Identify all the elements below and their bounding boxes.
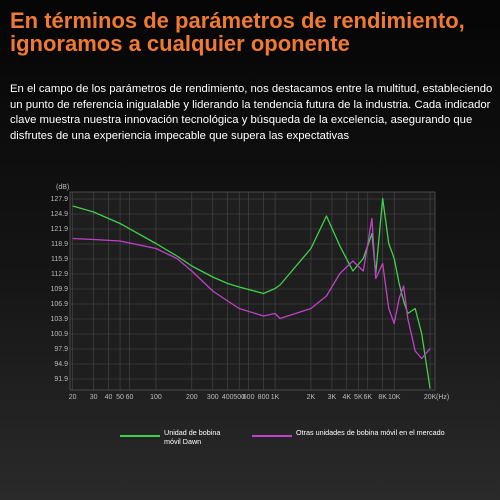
- legend-swatch: [120, 435, 160, 437]
- x-tick-label: 60: [126, 394, 134, 401]
- legend-swatch: [252, 435, 292, 437]
- y-tick-label: 124.9: [50, 211, 68, 218]
- y-tick-label: 103.9: [50, 316, 68, 323]
- y-tick-label: 121.9: [50, 226, 68, 233]
- y-tick-label: 91.9: [54, 376, 68, 383]
- x-tick-label: 200: [186, 394, 198, 401]
- series-line: [72, 217, 431, 360]
- x-tick-label: 300: [207, 394, 219, 401]
- x-tick-label: 6K: [363, 394, 372, 401]
- x-tick-label: 2K: [307, 394, 316, 401]
- x-tick-label: 1K: [271, 394, 280, 401]
- x-tick-label: 400: [222, 394, 234, 401]
- x-tick-label: 40: [105, 394, 113, 401]
- x-tick-label: 100: [150, 394, 162, 401]
- x-tick-label: 20: [69, 394, 77, 401]
- x-axis-label: (Hz): [436, 394, 449, 401]
- legend-label: Otras unidades de bobina móvil en el mer…: [296, 428, 445, 437]
- y-tick-label: 109.9: [50, 286, 68, 293]
- subtitle: En el campo de los parámetros de rendimi…: [10, 83, 493, 142]
- x-tick-label: 8K: [378, 394, 387, 401]
- y-tick-label: 94.9: [54, 361, 68, 368]
- x-tick-label: 600: [243, 394, 255, 401]
- x-tick-label: 800: [258, 394, 270, 401]
- y-tick-label: 100.9: [50, 331, 68, 338]
- legend-label: Unidad de bobina móvil Dawn: [164, 428, 221, 446]
- y-tick-label: 115.9: [51, 256, 68, 263]
- x-tick-label: 50: [116, 394, 124, 401]
- x-tick-label: 5K: [354, 394, 363, 401]
- x-tick-label: 3K: [328, 394, 337, 401]
- y-tick-label: 118.9: [51, 241, 68, 248]
- x-tick-label: 20K: [424, 394, 437, 401]
- x-tick-label: 10K: [388, 394, 401, 401]
- x-tick-label: 500: [233, 394, 245, 401]
- y-tick-label: 112.9: [51, 271, 68, 278]
- title: En términos de parámetros de rendimiento…: [10, 8, 465, 56]
- y-tick-label: 97.9: [54, 346, 68, 353]
- x-tick-label: 30: [90, 394, 98, 401]
- y-axis-label: (dB): [56, 184, 69, 191]
- y-tick-label: 127.9: [50, 196, 68, 203]
- x-tick-label: 4K: [343, 394, 352, 401]
- y-tick-label: 106.9: [50, 301, 68, 308]
